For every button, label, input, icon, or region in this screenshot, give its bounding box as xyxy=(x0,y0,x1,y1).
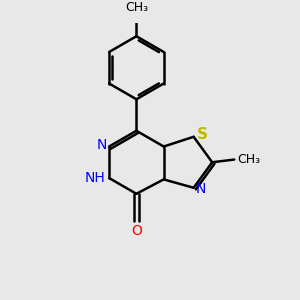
Text: CH₃: CH₃ xyxy=(237,153,260,166)
Text: O: O xyxy=(131,224,142,238)
Text: N: N xyxy=(196,182,206,196)
Text: CH₃: CH₃ xyxy=(125,2,148,14)
Text: NH: NH xyxy=(85,171,106,185)
Text: S: S xyxy=(197,127,208,142)
Text: N: N xyxy=(97,138,107,152)
